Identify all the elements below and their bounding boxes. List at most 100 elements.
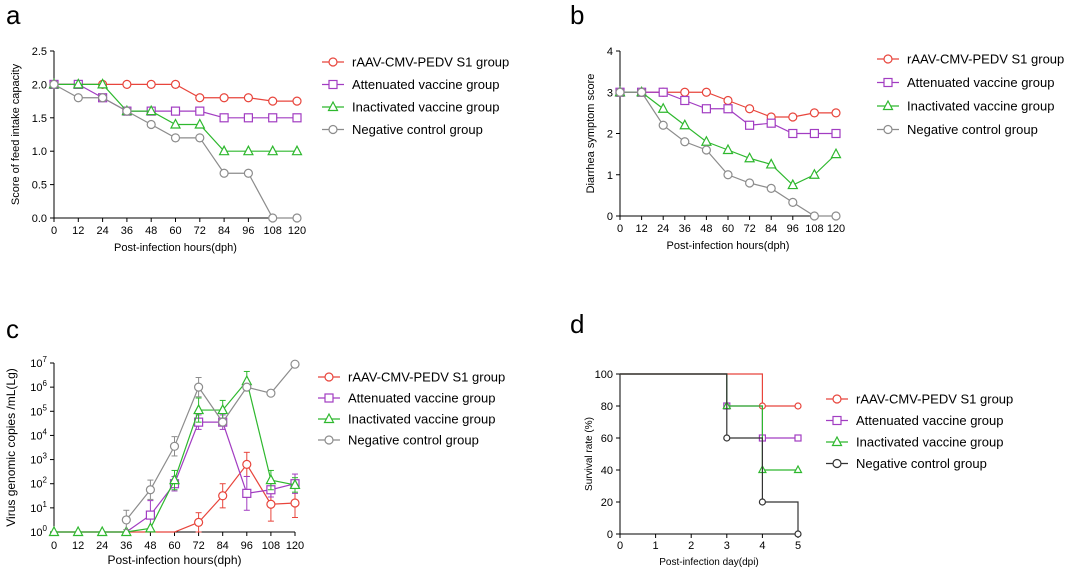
x-tick-label: 72: [194, 225, 206, 237]
data-point: [265, 473, 277, 485]
data-point: [193, 403, 205, 415]
x-axis-title: Post-infection hours(dph): [107, 553, 241, 567]
data-point: [788, 112, 798, 122]
data-point: [268, 213, 278, 223]
legend-marker: [831, 435, 843, 447]
data-point: [766, 118, 776, 128]
x-tick-label: 0: [617, 540, 623, 552]
y-tick-label: 0.0: [32, 213, 47, 225]
data-point: [701, 104, 712, 114]
y-tick-exponent: 2: [43, 476, 48, 485]
legend-entry: Attenuated vaccine group: [348, 391, 495, 406]
data-point: [787, 178, 799, 190]
data-point: [169, 441, 180, 451]
data-point: [636, 87, 647, 97]
data-point: [243, 93, 253, 103]
data-point: [219, 168, 229, 178]
y-axis-title: Score of feed intake capacity: [10, 63, 22, 205]
data-point: [194, 118, 206, 129]
y-tick-exponent: 0: [43, 524, 48, 533]
data-point: [809, 128, 820, 139]
legend-entry: Attenuated vaccine group: [856, 413, 1003, 428]
data-point: [744, 178, 755, 188]
legend-marker: [324, 393, 334, 403]
x-tick-label: 24: [96, 540, 108, 552]
panel-letter: b: [570, 0, 584, 30]
y-tick-label: 80: [601, 401, 613, 413]
y-tick-label: 106: [30, 379, 47, 394]
y-tick-exponent: 6: [43, 379, 48, 388]
y-tick-exponent: 3: [43, 452, 48, 461]
data-point: [218, 491, 228, 501]
legend-entry: Negative control group: [352, 122, 483, 137]
legend-entry: Negative control group: [348, 433, 479, 448]
y-tick-base: 10: [30, 455, 42, 467]
data-point: [218, 417, 228, 427]
y-tick-base: 10: [30, 527, 42, 539]
x-tick-label: 3: [724, 540, 730, 552]
data-point: [219, 93, 229, 103]
data-point: [794, 434, 802, 442]
y-tick-base: 10: [30, 358, 42, 370]
data-point: [218, 144, 230, 156]
data-point: [765, 158, 777, 169]
panel-letter: a: [6, 0, 21, 30]
x-tick-label: 1: [653, 540, 659, 552]
panel-letter: c: [6, 314, 19, 344]
data-point: [794, 530, 802, 538]
data-point: [788, 197, 798, 207]
data-point: [170, 79, 181, 90]
legend-marker: [832, 394, 842, 404]
y-tick-base: 10: [30, 406, 42, 418]
y-tick-label: 4: [607, 46, 613, 58]
data-point: [195, 93, 205, 103]
legend-marker: [832, 415, 842, 426]
series-line: [54, 379, 296, 533]
data-point: [243, 168, 253, 178]
data-point: [242, 144, 254, 156]
x-tick-label: 96: [787, 223, 799, 235]
data-point: [658, 120, 668, 130]
data-point: [146, 119, 156, 130]
data-point: [242, 488, 252, 498]
data-point: [146, 79, 156, 90]
data-point: [268, 96, 278, 106]
data-point: [267, 144, 279, 156]
survival-step-line: [620, 373, 798, 471]
data-point: [219, 113, 229, 123]
x-tick-label: 96: [241, 540, 253, 552]
x-tick-label: 84: [765, 223, 777, 235]
data-point: [744, 104, 755, 114]
data-point: [194, 382, 204, 392]
data-point: [615, 87, 625, 97]
data-point: [49, 79, 59, 90]
data-point: [830, 147, 842, 159]
y-tick-label: 100: [595, 369, 613, 381]
y-tick-label: 2.0: [32, 79, 47, 91]
data-point: [292, 113, 302, 123]
x-tick-label: 48: [144, 540, 156, 552]
y-tick-base: 10: [30, 503, 42, 515]
data-point: [195, 133, 205, 143]
x-tick-label: 36: [679, 223, 691, 235]
data-point: [266, 388, 276, 398]
x-tick-label: 84: [218, 225, 230, 237]
x-tick-label: 24: [657, 223, 669, 235]
data-point: [122, 106, 132, 116]
y-tick-label: 0: [607, 211, 613, 223]
legend-marker: [882, 99, 894, 111]
x-tick-label: 48: [145, 225, 157, 237]
legend-entry: Inactivated vaccine group: [856, 435, 1003, 450]
y-axis-title: Survival rate (%): [584, 417, 595, 491]
y-tick-exponent: 7: [43, 355, 48, 364]
y-tick-label: 105: [30, 403, 47, 418]
y-tick-label: 104: [30, 427, 47, 442]
data-point: [722, 143, 734, 155]
y-tick-base: 10: [30, 479, 42, 491]
x-tick-label: 60: [722, 223, 734, 235]
data-point: [290, 498, 300, 508]
x-axis-title: Post-infection day(dpi): [659, 557, 759, 568]
data-point: [701, 87, 712, 97]
